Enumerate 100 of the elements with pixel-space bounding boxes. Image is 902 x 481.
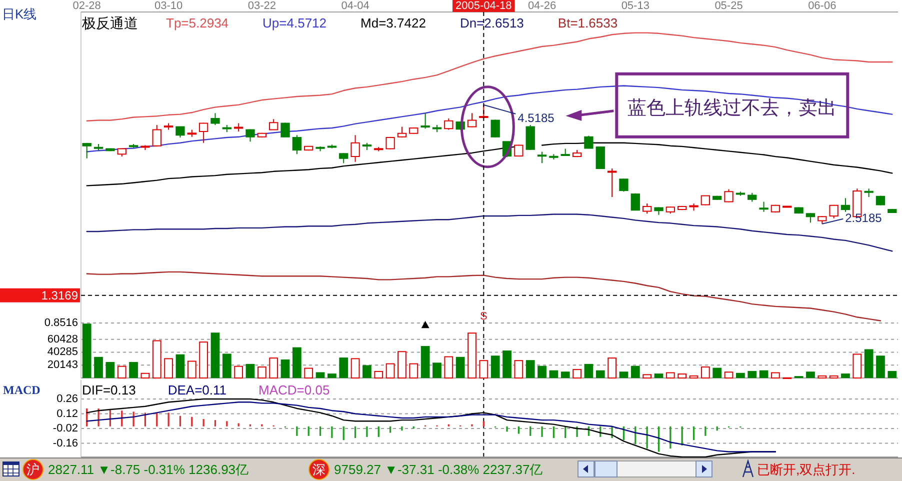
bar xyxy=(199,342,208,378)
candlestick xyxy=(537,151,547,164)
bar xyxy=(619,372,628,378)
annotation: S xyxy=(480,310,488,323)
candlestick xyxy=(712,195,722,200)
text: Up=4.5712 xyxy=(262,16,327,30)
text: 2827.11 ▼-8.75 -0.31% 1236.93亿 xyxy=(48,462,249,477)
bar xyxy=(176,354,185,378)
candlestick xyxy=(140,144,150,150)
candlestick xyxy=(82,142,92,159)
legend-title: 极反通道 xyxy=(81,15,138,31)
candlestick xyxy=(526,124,535,150)
x-tick-label: 04-26 xyxy=(528,0,556,12)
candlestick xyxy=(467,112,477,128)
text: 深 xyxy=(312,462,326,477)
bar xyxy=(328,374,336,378)
candlestick xyxy=(94,144,104,152)
bar xyxy=(748,370,757,378)
y-tick-label: 40285 xyxy=(47,346,78,358)
bar xyxy=(479,360,488,378)
bar xyxy=(490,356,500,378)
bar xyxy=(94,356,103,378)
candlestick xyxy=(666,206,675,214)
line-series xyxy=(86,214,893,252)
bar xyxy=(444,356,454,378)
y-tick-label: -0.16 xyxy=(52,437,78,450)
bar xyxy=(362,365,372,378)
candlestick xyxy=(514,144,524,158)
candlestick xyxy=(654,206,664,216)
series-label: DEA=0.11 xyxy=(168,382,227,398)
bar xyxy=(140,372,150,378)
candlestick xyxy=(128,144,138,148)
candlestick xyxy=(222,124,232,133)
candlestick xyxy=(490,119,500,138)
bar xyxy=(269,358,278,378)
x-tick-label: 02-28 xyxy=(72,0,101,12)
candlestick xyxy=(689,203,698,212)
bar xyxy=(152,340,162,378)
text: 4.5185 xyxy=(518,110,554,125)
bar xyxy=(514,360,524,378)
candlestick xyxy=(257,132,266,138)
bar xyxy=(187,360,196,378)
bar xyxy=(350,358,360,378)
candlestick xyxy=(316,146,325,152)
candlestick xyxy=(210,112,220,126)
annotation: MACD=0.05 xyxy=(258,382,330,398)
candlestick xyxy=(152,124,162,146)
candlestick xyxy=(246,128,255,142)
y-tick-label: 0.8516 xyxy=(44,317,78,329)
candlestick xyxy=(770,204,780,213)
bar xyxy=(759,370,768,378)
series-label: DIF=0.13 xyxy=(82,382,136,398)
candlestick xyxy=(304,145,314,152)
bar xyxy=(409,363,418,378)
bar xyxy=(280,359,290,378)
candlestick xyxy=(724,188,734,203)
candlestick xyxy=(268,118,278,130)
x-tick-label: 03-10 xyxy=(154,0,183,12)
candlestick xyxy=(794,206,804,214)
bar xyxy=(386,363,395,378)
bar xyxy=(129,362,138,378)
candlestick xyxy=(339,152,348,164)
text: Tp=5.2934 xyxy=(166,16,229,30)
x-tick-label: 05-25 xyxy=(714,0,743,12)
x-tick-label: 04-04 xyxy=(341,0,370,12)
candlestick xyxy=(560,148,570,156)
candlestick xyxy=(409,126,418,134)
candlestick xyxy=(362,142,372,150)
candlestick xyxy=(759,201,768,212)
chart-title: 日K线 xyxy=(2,6,37,22)
bar xyxy=(502,350,512,378)
bar xyxy=(164,358,173,378)
line-series xyxy=(86,271,882,322)
candlestick xyxy=(748,192,757,202)
text: Md=3.7422 xyxy=(360,16,426,30)
bar xyxy=(246,364,255,378)
x-tick-label: 05-13 xyxy=(621,0,650,12)
bar xyxy=(432,362,442,378)
bar xyxy=(700,366,710,378)
y-tick-label: 60428 xyxy=(47,333,78,346)
bar xyxy=(210,332,220,378)
bar xyxy=(852,354,862,378)
bar xyxy=(888,370,897,378)
candlestick xyxy=(829,204,838,219)
bar xyxy=(456,356,465,378)
bar xyxy=(724,372,734,378)
candlestick xyxy=(106,148,115,152)
y-tick-label: 20143 xyxy=(47,359,78,372)
bar xyxy=(841,374,850,378)
candlestick xyxy=(572,150,582,158)
candlestick xyxy=(280,122,290,138)
bar xyxy=(584,364,594,378)
bar xyxy=(117,366,126,378)
candlestick xyxy=(386,136,395,150)
line-series xyxy=(86,32,893,122)
bar xyxy=(818,375,827,378)
bar xyxy=(654,374,664,378)
candlestick xyxy=(806,212,816,224)
bar xyxy=(468,332,476,378)
candlestick xyxy=(840,198,850,212)
